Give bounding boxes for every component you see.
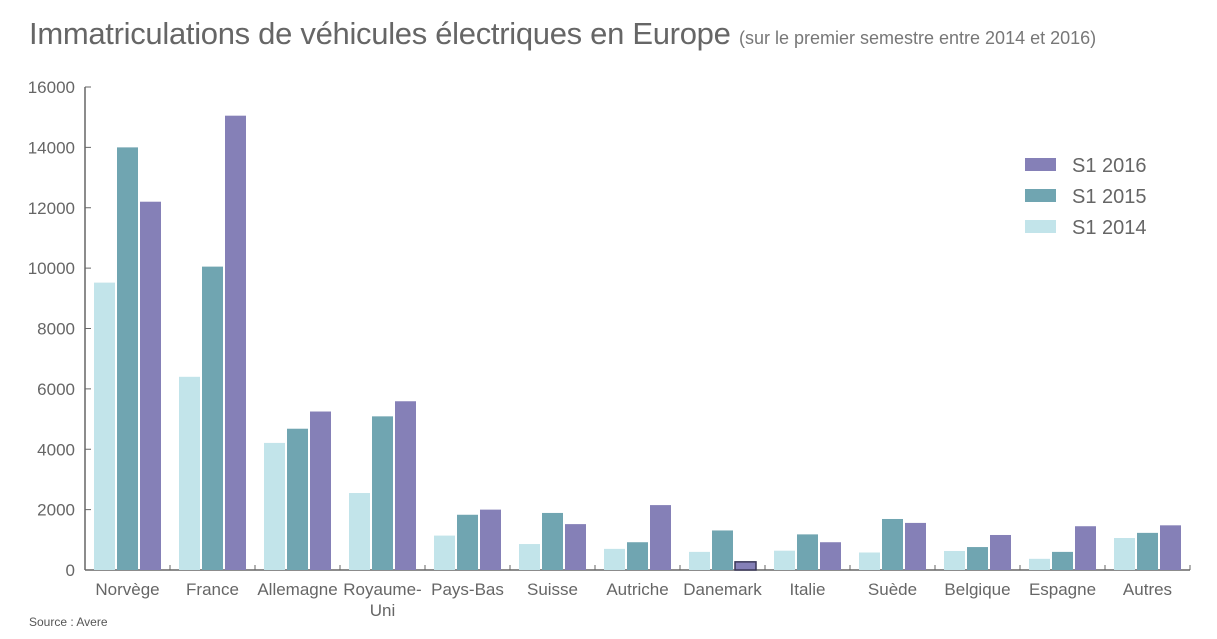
bar[interactable] bbox=[604, 548, 625, 570]
bar[interactable] bbox=[179, 376, 200, 570]
chart-title: Immatriculations de véhicules électrique… bbox=[29, 16, 1096, 52]
x-tick-label: Espagne bbox=[1029, 580, 1096, 599]
x-tick-label: Autriche bbox=[606, 580, 668, 599]
bar[interactable] bbox=[797, 534, 818, 570]
bar[interactable] bbox=[1114, 538, 1135, 570]
y-tick-label: 10000 bbox=[28, 259, 75, 278]
x-tick-label: Danemark bbox=[683, 580, 762, 599]
legend-item: S1 2015 bbox=[1025, 186, 1147, 208]
y-tick-label: 6000 bbox=[37, 380, 75, 399]
bar[interactable] bbox=[859, 552, 880, 570]
bar[interactable] bbox=[349, 493, 370, 570]
bar[interactable] bbox=[287, 428, 308, 570]
x-tick-label: Suisse bbox=[527, 580, 578, 599]
bar[interactable] bbox=[734, 561, 757, 571]
bar[interactable] bbox=[310, 411, 331, 570]
legend-item: S1 2016 bbox=[1025, 155, 1147, 177]
source-note: Source : Avere bbox=[29, 615, 108, 629]
y-axis: 0 2000 4000 6000 8000 10000 12000 14000 16000 bbox=[28, 78, 91, 580]
x-tick-label: Suède bbox=[868, 580, 917, 599]
bar[interactable] bbox=[434, 535, 455, 570]
bar[interactable] bbox=[774, 550, 795, 570]
y-tick-label: 14000 bbox=[28, 138, 75, 157]
bar[interactable] bbox=[542, 512, 563, 570]
y-tick-label: 0 bbox=[66, 561, 75, 580]
bar[interactable] bbox=[225, 115, 246, 570]
bar[interactable] bbox=[94, 282, 115, 570]
x-axis: Norvège France Allemagne Royaume- Uni Pays-Ba… bbox=[84, 565, 1191, 620]
legend-label: S1 2016 bbox=[1072, 155, 1147, 177]
bar[interactable] bbox=[627, 542, 648, 570]
x-tick-label: Autres bbox=[1123, 580, 1172, 599]
chart-title-main: Immatriculations de véhicules électrique… bbox=[29, 16, 731, 51]
bar[interactable] bbox=[480, 509, 501, 570]
bar[interactable] bbox=[565, 524, 586, 570]
bar[interactable] bbox=[202, 266, 223, 570]
legend-swatch bbox=[1025, 158, 1056, 171]
bar[interactable] bbox=[372, 416, 393, 570]
x-tick-label: Italie bbox=[790, 580, 826, 599]
x-tick-label: Uni bbox=[370, 601, 396, 620]
y-tick-label: 16000 bbox=[28, 78, 75, 97]
bar[interactable] bbox=[967, 547, 988, 570]
legend-swatch bbox=[1025, 220, 1056, 233]
x-tick-label: Pays-Bas bbox=[431, 580, 504, 599]
legend-item: S1 2014 bbox=[1025, 217, 1147, 239]
bar[interactable] bbox=[689, 551, 710, 570]
legend-swatch bbox=[1025, 189, 1056, 202]
bar[interactable] bbox=[519, 544, 540, 570]
bar[interactable] bbox=[457, 514, 478, 570]
bar[interactable] bbox=[712, 530, 733, 570]
bar[interactable] bbox=[1029, 558, 1050, 570]
bar[interactable] bbox=[1137, 532, 1158, 570]
x-tick-label: Allemagne bbox=[257, 580, 337, 599]
legend-label: S1 2014 bbox=[1072, 217, 1147, 239]
bar[interactable] bbox=[820, 542, 841, 570]
x-tick-label: Belgique bbox=[944, 580, 1010, 599]
x-tick-label: France bbox=[186, 580, 239, 599]
bar[interactable] bbox=[264, 442, 285, 570]
legend-label: S1 2015 bbox=[1072, 186, 1147, 208]
bar[interactable] bbox=[1052, 551, 1073, 570]
bar[interactable] bbox=[1075, 526, 1096, 570]
legend: S1 2016 S1 2015 S1 2014 bbox=[1025, 155, 1147, 239]
bar[interactable] bbox=[117, 147, 138, 570]
bar[interactable] bbox=[140, 201, 161, 570]
bar[interactable] bbox=[990, 534, 1011, 570]
bars bbox=[94, 115, 1181, 571]
y-tick-label: 2000 bbox=[37, 501, 75, 520]
bar[interactable] bbox=[944, 550, 965, 570]
bar[interactable] bbox=[905, 522, 926, 570]
bar[interactable] bbox=[1160, 525, 1181, 570]
bar[interactable] bbox=[650, 505, 671, 570]
bar[interactable] bbox=[395, 401, 416, 570]
chart-subtitle: (sur le premier semestre entre 2014 et 2… bbox=[738, 28, 1097, 48]
x-tick-label: Royaume- bbox=[343, 580, 421, 599]
x-tick-label: Norvège bbox=[95, 580, 159, 599]
bar[interactable] bbox=[882, 518, 903, 570]
y-tick-label: 4000 bbox=[37, 440, 75, 459]
y-tick-label: 12000 bbox=[28, 199, 75, 218]
y-tick-label: 8000 bbox=[37, 320, 75, 339]
